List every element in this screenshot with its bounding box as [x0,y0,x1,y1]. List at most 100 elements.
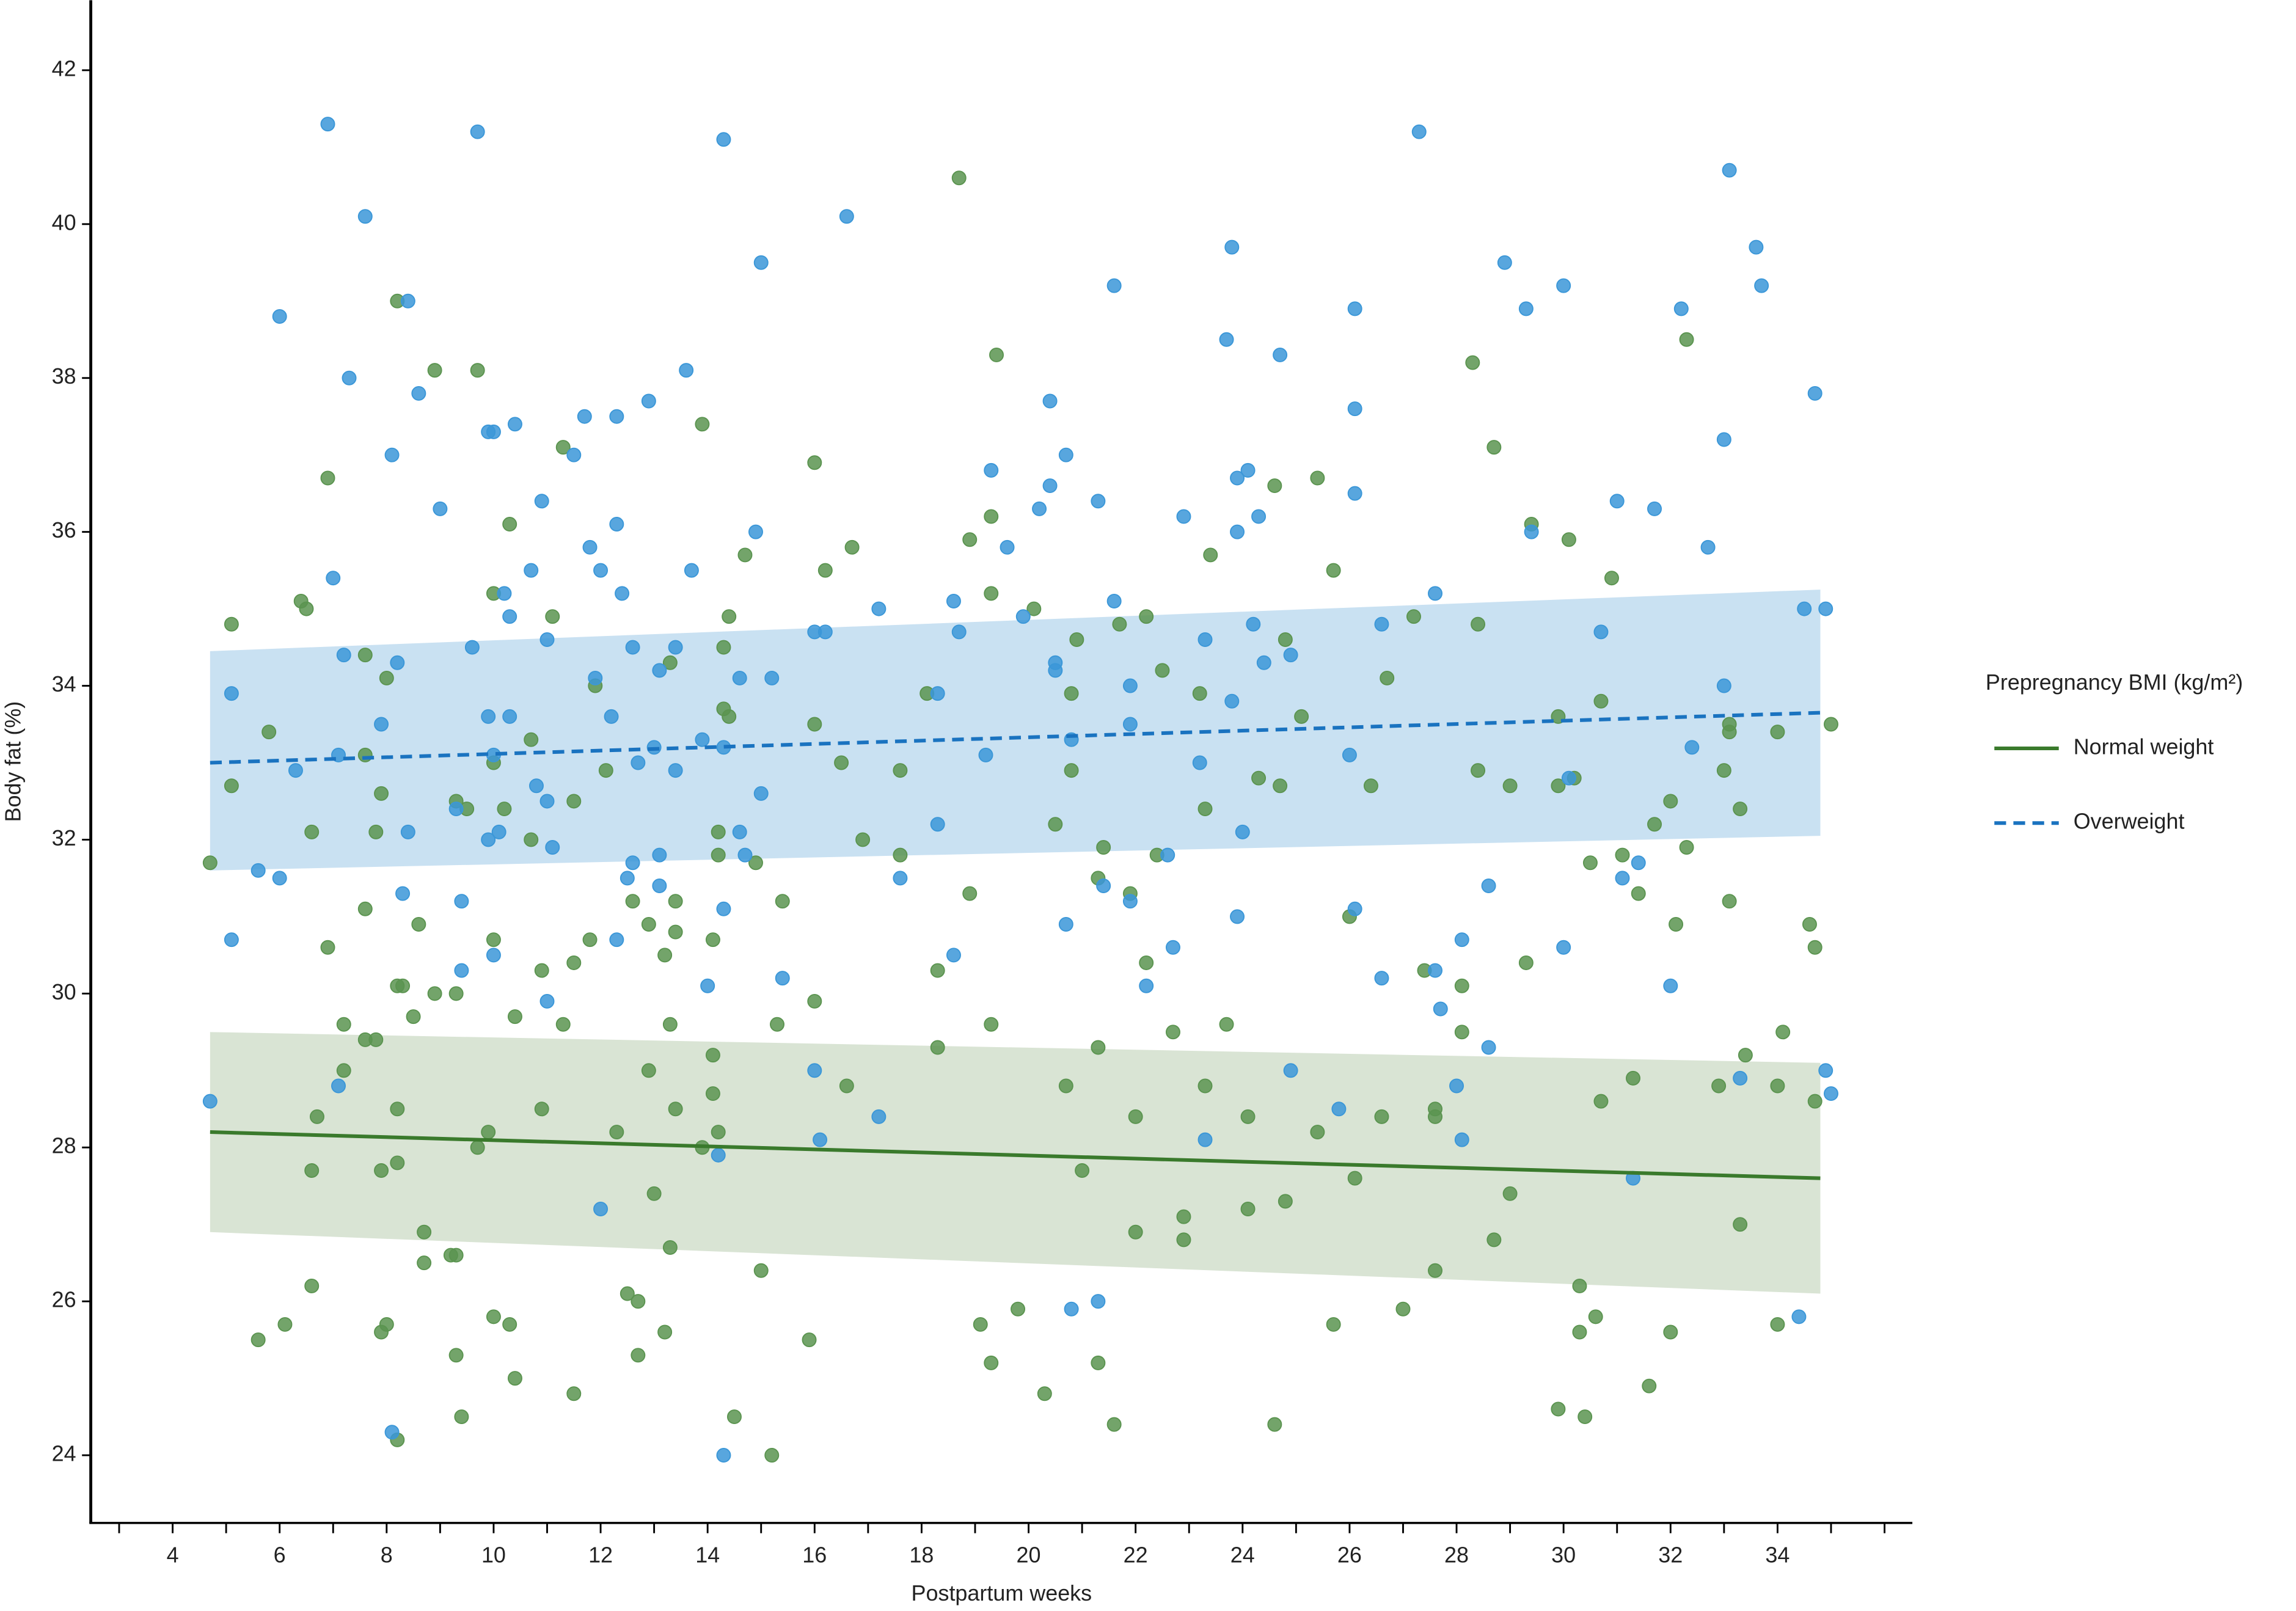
point [1454,932,1469,948]
point [320,117,335,132]
fit-line [210,1130,1821,1180]
x-tick-label: 34 [1765,1542,1790,1567]
point [1192,686,1207,701]
point [1197,1132,1213,1147]
point [497,586,512,601]
point [1673,301,1689,316]
point [604,709,619,724]
point [951,170,967,186]
point [1454,1132,1469,1147]
point [406,1009,421,1025]
point [834,755,849,770]
point [705,1086,720,1101]
y-tick-label: 42 [52,56,76,81]
point [668,924,683,940]
point [1770,1078,1785,1094]
point [545,840,560,855]
x-tick-label: 30 [1551,1542,1576,1567]
point [1230,909,1245,924]
point [1283,648,1298,663]
point [641,393,656,409]
point [566,1386,582,1401]
point [764,670,780,685]
point [577,409,592,424]
point [1075,1163,1090,1178]
x-tick-label: 12 [588,1542,613,1567]
point [620,1286,635,1301]
point [539,794,555,809]
point [555,440,571,455]
point [1609,494,1625,509]
point [893,763,908,778]
points [202,117,1838,1463]
point [502,1317,517,1332]
legend-label: Normal weight [2074,734,2214,759]
point [1502,1186,1518,1201]
point [684,563,699,578]
y-tick-label: 36 [52,517,76,542]
point [411,917,426,932]
point [668,763,683,778]
point [448,1348,464,1363]
point [502,609,517,624]
point [448,986,464,1001]
point [1807,385,1823,401]
point [652,847,667,863]
point [528,778,544,794]
point [1722,894,1737,909]
point [1283,1063,1298,1078]
point [374,1163,389,1178]
legend: Prepregnancy BMI (kg/m²) Normal weight Ov… [1986,670,2243,834]
point [1588,1309,1603,1324]
point [1176,1232,1191,1248]
point [1791,1309,1807,1324]
point [1011,1301,1026,1317]
point [272,871,287,886]
point [1556,278,1571,293]
point [454,1409,469,1425]
point [202,1094,218,1109]
point [1165,940,1180,955]
point [807,993,822,1009]
point [1197,632,1213,647]
point [1058,917,1073,932]
point [1802,917,1817,932]
point [524,732,539,747]
point [893,871,908,886]
point [737,547,753,563]
point [1428,1109,1443,1124]
point [1064,1301,1079,1317]
point [716,1448,731,1463]
point [1669,917,1684,932]
point [1374,1109,1389,1124]
point [951,624,967,640]
point [1176,1209,1191,1224]
point [464,640,480,655]
point [1203,547,1218,563]
point [1428,963,1443,978]
x-tick-label: 26 [1337,1542,1362,1567]
point [984,586,999,601]
point [1251,770,1267,786]
x-tick-label: 20 [1017,1542,1041,1567]
point [566,447,582,462]
point [1058,1078,1073,1094]
point [1700,539,1716,555]
point [400,824,415,839]
point [1294,709,1309,724]
point [722,709,737,724]
point [1363,778,1378,794]
point [588,670,603,685]
x-tick-label: 32 [1658,1542,1683,1567]
point [1026,601,1042,616]
point [1106,1417,1122,1432]
point [1738,1048,1753,1063]
point [224,778,239,794]
point [1160,847,1175,863]
point [1192,755,1207,770]
point [1684,740,1700,755]
point [1626,1070,1640,1086]
point [1481,1040,1496,1055]
point [304,1163,320,1178]
point [615,586,630,601]
